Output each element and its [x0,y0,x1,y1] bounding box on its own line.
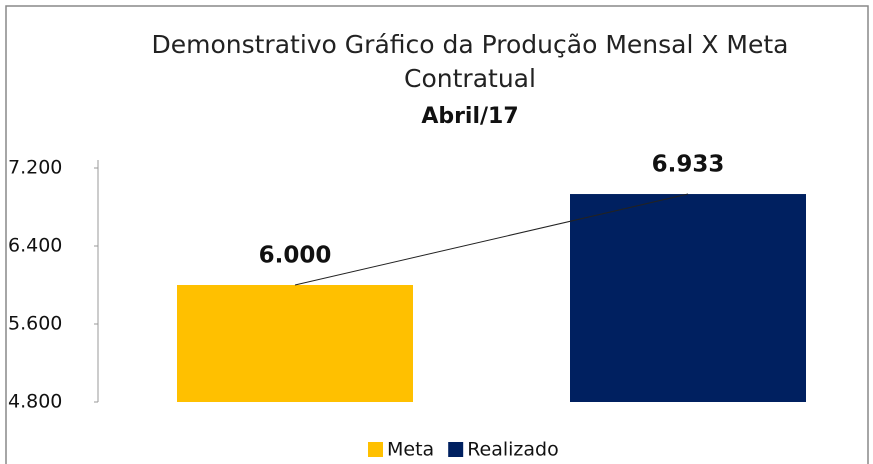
y-tick-label: 7.200 [8,157,62,179]
frame [5,5,869,464]
value-label: 6.000 [259,243,332,269]
bar [570,194,806,402]
y-tick-label: 5.600 [8,313,62,335]
legend-label: Realizado [467,439,559,461]
bar [177,285,413,402]
y-tick-label: 4.800 [8,391,62,413]
value-label: 6.933 [652,152,725,178]
legend-label: Meta [387,439,434,461]
y-tick-label: 6.400 [8,235,62,257]
chart-subtitle: Abril/17 [421,104,519,129]
trend-line [294,193,689,286]
chart-title: Demonstrativo Gráfico da Produção Mensal… [151,30,789,93]
legend-swatch [368,442,383,457]
legend-swatch [448,442,464,457]
